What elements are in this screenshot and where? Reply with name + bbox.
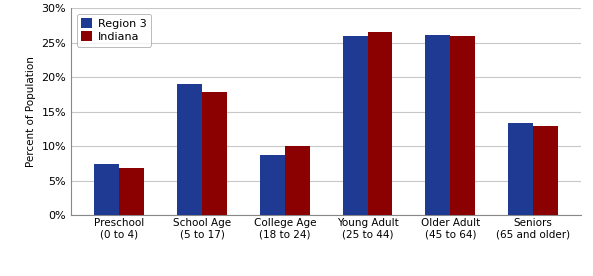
Bar [285, 146, 310, 215]
Bar [343, 36, 368, 215]
Legend: Region 3, Indiana: Region 3, Indiana [76, 14, 151, 46]
Bar [119, 168, 144, 215]
Bar [94, 163, 119, 215]
Bar [533, 126, 558, 215]
Bar [508, 123, 533, 215]
Bar [426, 34, 450, 215]
Bar [368, 33, 393, 215]
Bar [260, 155, 285, 215]
Bar [202, 92, 227, 215]
Y-axis label: Percent of Population: Percent of Population [26, 56, 36, 167]
Bar [450, 36, 475, 215]
Bar [177, 84, 202, 215]
